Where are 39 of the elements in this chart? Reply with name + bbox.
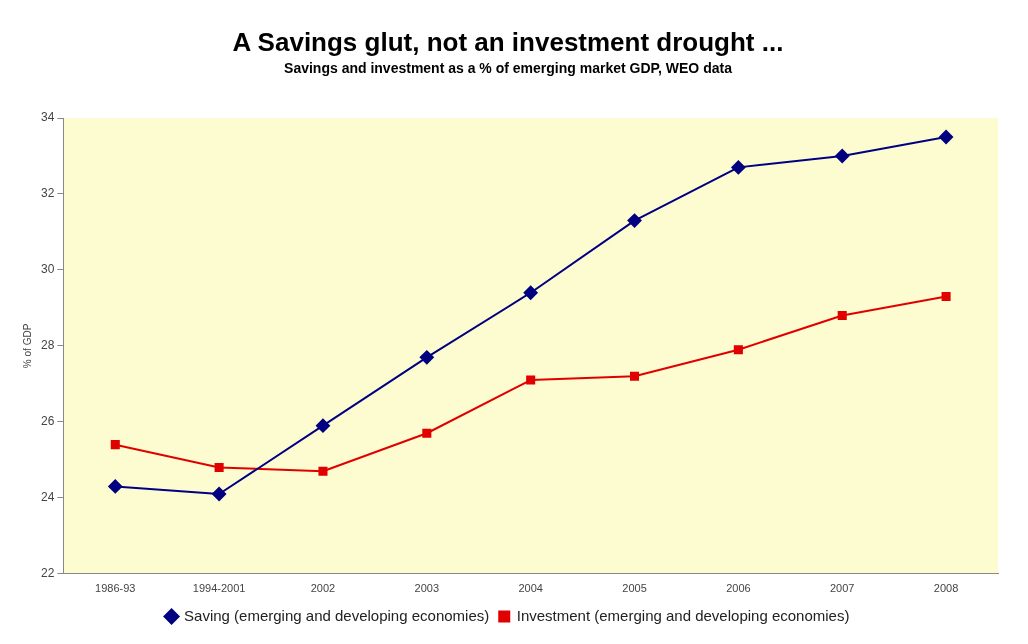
point <box>941 291 951 302</box>
x-tick-label: 1986-93 <box>95 582 136 595</box>
point <box>731 160 746 175</box>
point <box>733 345 743 355</box>
y-axis-title: % of GDP <box>21 323 33 369</box>
point <box>523 285 538 300</box>
x-tick-label: 2007 <box>829 582 855 595</box>
point <box>318 466 328 476</box>
x-tick-label: 2003 <box>414 582 440 595</box>
y-tick-label: 28 <box>40 338 55 353</box>
y-tick-label: 24 <box>40 490 55 505</box>
y-tick-label: 30 <box>40 262 55 277</box>
x-tick-label: 2005 <box>622 582 647 595</box>
point <box>214 462 224 472</box>
legend-label: Investment (emerging and developing economies) <box>516 606 850 624</box>
point <box>110 440 120 450</box>
point <box>837 310 847 321</box>
point <box>212 487 227 502</box>
point <box>835 148 850 163</box>
x-tick-label: 2008 <box>933 582 959 595</box>
point <box>315 418 330 433</box>
point <box>108 479 123 494</box>
y-tick-label: 34 <box>40 110 55 125</box>
y-tick-label: 26 <box>40 414 55 429</box>
x-tick-label: 1994-2001 <box>192 582 246 595</box>
x-tick-label: 2006 <box>726 582 751 595</box>
y-tick-label: 22 <box>40 566 55 581</box>
point <box>419 350 434 365</box>
chart-subtitle: Savings and investment as a % of emerging market GDP, WEO data <box>284 60 733 77</box>
point <box>939 129 954 144</box>
point <box>422 428 432 438</box>
x-tick-label: 2002 <box>310 582 336 595</box>
chart-title: A Savings glut, not an investment drought ... <box>232 26 784 57</box>
point <box>627 213 642 228</box>
x-tick-label: 2004 <box>518 582 543 595</box>
legend-label: Saving (emerging and developing economies) <box>184 606 490 624</box>
point <box>526 375 536 385</box>
point <box>629 371 640 381</box>
y-tick-label: 32 <box>40 186 55 201</box>
